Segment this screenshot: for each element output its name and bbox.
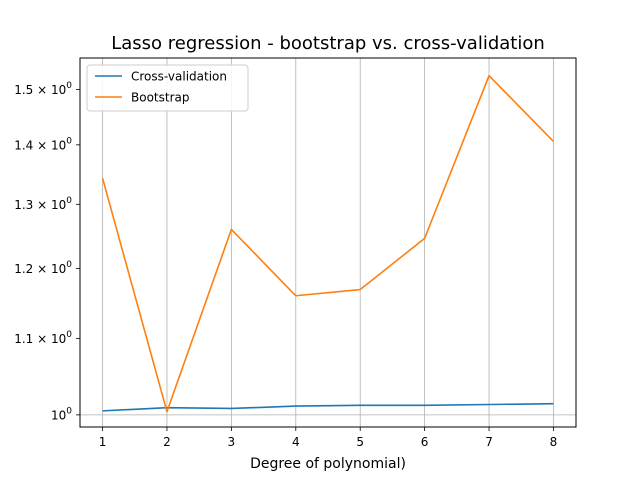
x-tick-label: 3: [228, 435, 236, 449]
y-tick-label: 1.1 × 100: [14, 330, 72, 346]
legend-box: [86, 64, 249, 112]
y-axis-ticks: 100 1.1 × 100 1.2 × 100 1.3 × 100 1.4 × 100 1…: [14, 81, 80, 422]
y-tick-label: 1.2 × 100: [14, 260, 72, 276]
series-line-bootstrap: [101, 74, 555, 413]
x-tick-label: 7: [485, 435, 493, 449]
x-tick-label: 4: [292, 435, 300, 449]
y-tick-label: 1.5 × 100: [14, 81, 72, 97]
x-axis-ticks: 1 2 3 4 5 6 7 8: [99, 427, 558, 449]
x-tick-label: 6: [421, 435, 429, 449]
legend: Cross-validation Bootstrap: [86, 64, 249, 112]
legend-label-bootstrap: Bootstrap: [131, 91, 189, 105]
plot-area-frame: [79, 57, 577, 428]
x-tick-label: 1: [99, 435, 107, 449]
y-tick-label: 1.3 × 100: [14, 196, 72, 212]
x-tick-label: 2: [163, 435, 171, 449]
series-line-cross-validation: [102, 402, 554, 412]
x-axis-label: Degree of polynomial): [250, 456, 406, 472]
x-tick-label: 8: [550, 435, 558, 449]
y-tick-label: 100: [51, 406, 72, 422]
x-tick-label: 5: [356, 435, 364, 449]
series-lines: [101, 74, 555, 413]
chart-title: Lasso regression - bootstrap vs. cross-v…: [111, 33, 545, 54]
grid-lines: [80, 58, 576, 427]
y-tick-label: 1.4 × 100: [14, 136, 72, 152]
legend-label-cross-validation: Cross-validation: [131, 70, 227, 84]
